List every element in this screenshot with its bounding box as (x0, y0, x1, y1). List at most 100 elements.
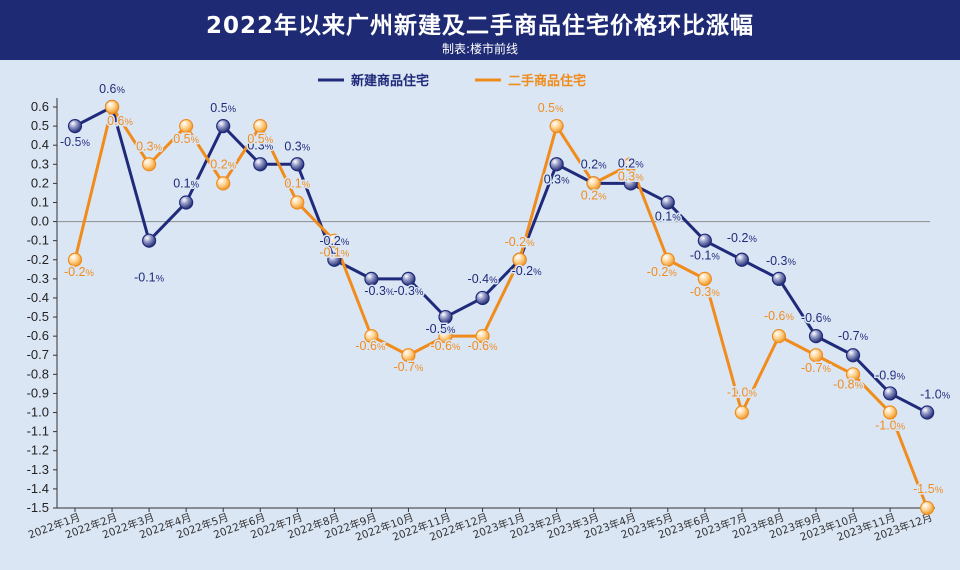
data-point (475, 329, 490, 344)
y-tick-label: -0.7 (27, 347, 49, 362)
data-point (734, 405, 750, 420)
data-label: 0.3% (544, 172, 570, 186)
y-tick-label: -0.4 (27, 290, 49, 305)
data-point (327, 233, 342, 248)
data-point (290, 195, 305, 210)
y-tick-label: 0.0 (31, 214, 49, 229)
data-point (920, 500, 935, 516)
data-label: -0.3% (690, 285, 721, 299)
y-tick-label: -0.5 (27, 309, 49, 324)
data-point (697, 271, 712, 286)
data-label: -0.2% (319, 234, 350, 248)
data-label: -0.3% (393, 284, 424, 298)
y-tick-label: 0.1 (31, 194, 49, 209)
data-point (142, 157, 157, 172)
y-tick-label: 0.6 (31, 99, 49, 114)
data-point (882, 405, 898, 420)
data-label: 0.3% (284, 139, 310, 153)
data-point (845, 367, 861, 382)
data-label: 0.1% (173, 176, 199, 190)
data-label: 0.5% (538, 101, 564, 115)
data-point (771, 271, 787, 286)
y-tick-label: -0.8 (27, 366, 49, 381)
y-tick-label: -1.3 (27, 462, 49, 477)
data-label: -0.2% (505, 235, 536, 249)
data-point (438, 329, 453, 344)
data-point (290, 157, 305, 172)
data-point (549, 118, 564, 134)
data-point (104, 99, 120, 115)
data-point (660, 195, 675, 210)
data-point (179, 195, 194, 210)
data-label: -0.6% (355, 339, 386, 353)
data-point (67, 118, 83, 134)
data-label: -0.7% (838, 329, 869, 343)
data-point (475, 290, 490, 306)
data-label: -0.7% (801, 361, 832, 375)
title-banner (0, 0, 960, 60)
data-point (920, 405, 935, 420)
data-label: -0.6% (468, 339, 499, 353)
data-label: -0.4% (468, 272, 499, 286)
data-point (771, 329, 787, 344)
data-label: 0.3% (136, 139, 162, 153)
data-label: 0.2% (210, 157, 236, 171)
legend-label: 二手商品住宅 (508, 73, 586, 89)
data-point (216, 176, 231, 191)
data-label: 0.1% (284, 176, 310, 190)
data-label: 0.6% (99, 82, 125, 96)
series-line (74, 105, 928, 414)
data-point (253, 157, 268, 172)
data-label: -0.7% (393, 360, 424, 374)
data-label: -0.2% (64, 265, 95, 279)
data-label: -0.8% (833, 377, 864, 391)
data-label: 0.5% (247, 132, 273, 146)
chart-title: 2022年以来广州新建及二手商品住宅价格环比涨幅 (205, 13, 754, 39)
y-tick-label: -1.2 (27, 443, 49, 458)
legend-label: 新建商品住宅 (351, 73, 429, 89)
data-label: -0.5% (60, 135, 91, 149)
y-tick-label: 0.3 (31, 156, 49, 171)
data-label: -0.3% (364, 284, 395, 298)
y-tick-label: -1.5 (27, 500, 49, 515)
data-label: 0.2% (581, 188, 607, 202)
y-tick-label: 0.2 (31, 175, 49, 190)
data-label: -1.0% (875, 419, 906, 433)
data-point (438, 309, 453, 325)
data-point (364, 271, 379, 286)
data-point (697, 233, 712, 248)
data-point (253, 118, 268, 134)
data-point (623, 157, 638, 172)
data-label: 0.3% (247, 138, 273, 152)
data-point (549, 157, 564, 172)
data-label: -1.0% (920, 388, 951, 402)
data-point (67, 252, 83, 267)
data-point (216, 118, 231, 134)
data-label: -0.6% (801, 311, 832, 325)
chart-subtitle: 制表:楼市前线 (441, 42, 519, 56)
data-point (808, 348, 824, 363)
data-point (882, 386, 898, 401)
data-label: -1.5% (913, 482, 944, 496)
y-tick-label: -0.9 (27, 385, 49, 400)
data-label: 0.5% (210, 101, 236, 115)
y-tick-label: 0.4 (31, 137, 49, 152)
data-label: -1.0% (727, 386, 758, 400)
data-label: 0.1% (655, 209, 681, 223)
data-point (327, 252, 342, 267)
data-label: 0.2% (581, 157, 607, 171)
data-label: -0.2% (512, 264, 543, 278)
data-point (179, 118, 194, 134)
data-label: -0.6% (431, 339, 462, 353)
data-label: -0.1% (319, 246, 350, 260)
y-tick-label: -0.3 (27, 271, 49, 286)
data-point (845, 348, 861, 363)
y-tick-label: -1.4 (27, 481, 49, 496)
y-tick-label: -0.2 (27, 252, 49, 267)
data-label: 0.2% (618, 156, 644, 170)
data-label: -0.2% (647, 265, 678, 279)
y-tick-label: -1.1 (27, 424, 49, 439)
data-point (401, 271, 416, 286)
data-point (586, 176, 601, 191)
